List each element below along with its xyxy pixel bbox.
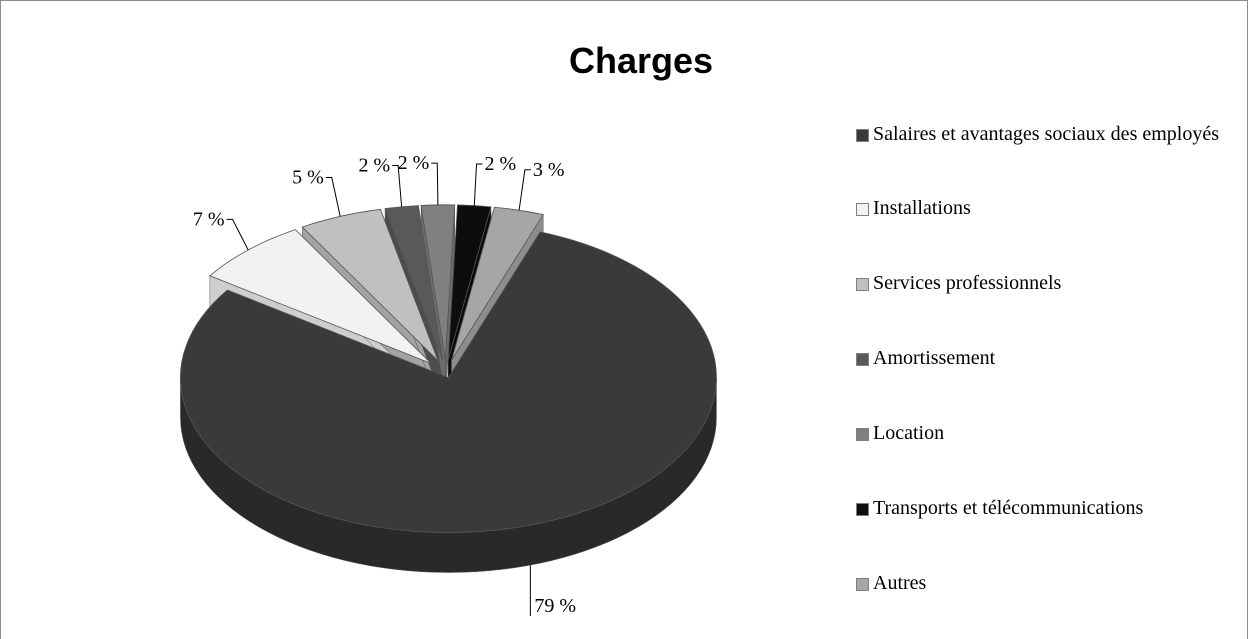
legend-item: Services professionnels (856, 268, 1236, 298)
legend-item: Amortissement (856, 343, 1236, 373)
legend-label: Transports et télécommunications (873, 497, 1144, 519)
legend-item: Location (856, 418, 1236, 448)
legend-label: Installations (873, 197, 971, 219)
data-label: 7 % (193, 208, 225, 230)
legend-item: Transports et télécommunications (856, 493, 1236, 523)
legend-label: Location (873, 422, 945, 444)
leader-line (325, 176, 341, 217)
legend-item: Autres (856, 568, 1236, 598)
leader-line (226, 218, 249, 251)
data-label: 79 % (534, 595, 576, 617)
data-label: 2 % (485, 153, 517, 175)
leader-line (392, 164, 403, 207)
legend-swatch (856, 503, 869, 516)
legend-label: Services professionnels (873, 272, 1062, 294)
data-label: 5 % (292, 166, 324, 188)
legend-label: Amortissement (873, 347, 996, 369)
leader-line (473, 163, 483, 206)
data-label: 2 % (398, 152, 430, 174)
data-label: 3 % (533, 159, 565, 181)
legend-swatch (856, 129, 869, 142)
data-labels: 79 % 7 % 5 % 2 % 2 % 2 % 3 % (193, 152, 576, 617)
legend-swatch (856, 278, 869, 291)
legend-label: Autres (873, 572, 927, 594)
leader-line (431, 162, 439, 205)
data-label: 2 % (358, 154, 390, 176)
legend-item: Salaires et avantages sociaux des employ… (856, 119, 1236, 149)
legend-item: Installations (856, 193, 1236, 223)
slice-tops (180, 204, 717, 533)
slice-top (301, 208, 439, 361)
legend-swatch (856, 203, 869, 216)
slice-top (180, 231, 717, 533)
slice-top (420, 204, 456, 360)
legend-swatch (856, 353, 869, 366)
slice-top (209, 229, 432, 364)
legend-label: Salaires et avantages sociaux des employ… (873, 123, 1219, 145)
chart-title: Charges (569, 40, 713, 81)
leader-line (518, 169, 531, 211)
legend-swatch (856, 578, 869, 591)
legend-swatch (856, 428, 869, 441)
